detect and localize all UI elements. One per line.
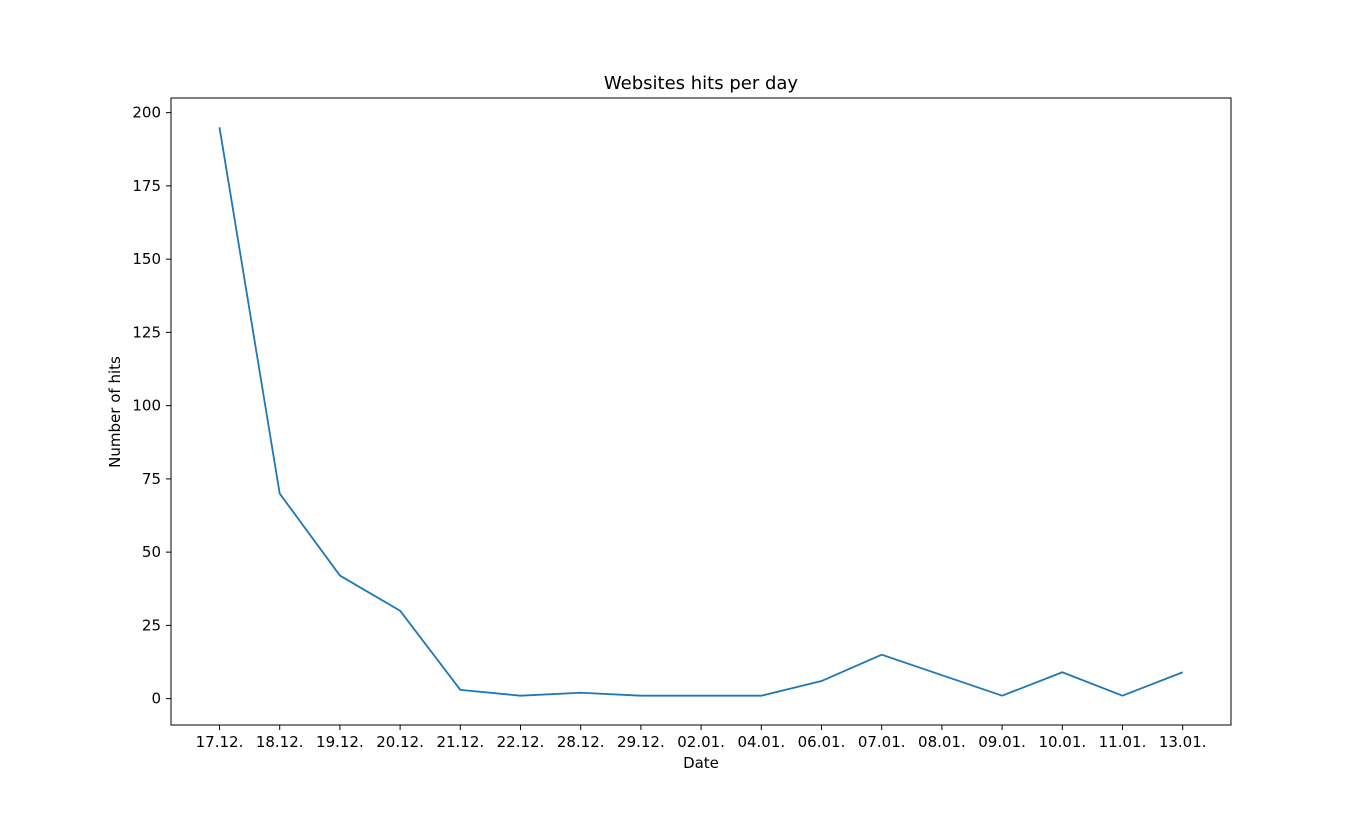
plot-area <box>218 127 1184 697</box>
y-tick-label: 150 <box>132 250 161 268</box>
x-tick-label: 18.12. <box>256 733 304 751</box>
x-tick-label: 09.01. <box>978 733 1026 751</box>
x-tick-label: 19.12. <box>316 733 364 751</box>
x-tick-label: 21.12. <box>436 733 484 751</box>
x-tick-label: 07.01. <box>858 733 906 751</box>
series-line <box>218 127 1184 697</box>
y-tick-label: 200 <box>132 104 161 122</box>
x-axis-label: Date <box>683 754 719 772</box>
y-axis-label: Number of hits <box>106 356 124 468</box>
y-tick-label: 175 <box>132 177 161 195</box>
x-tick-label: 06.01. <box>798 733 846 751</box>
y-tick-label: 0 <box>151 690 161 708</box>
y-tick-label: 100 <box>132 397 161 415</box>
x-tick-label: 20.12. <box>376 733 424 751</box>
x-tick-label: 22.12. <box>497 733 545 751</box>
x-tick-label: 11.01. <box>1099 733 1147 751</box>
x-axis: 17.12. 18.12. 19.12. 20.12. 21.12. 22.12. 28.1… <box>196 725 1207 751</box>
y-tick-label: 75 <box>142 470 161 488</box>
x-tick-label: 17.12. <box>196 733 244 751</box>
y-tick-label: 125 <box>132 323 161 341</box>
y-tick-label: 25 <box>142 616 161 634</box>
x-tick-label: 08.01. <box>918 733 966 751</box>
x-tick-label: 28.12. <box>557 733 605 751</box>
x-tick-label: 13.01. <box>1159 733 1207 751</box>
axes-frame <box>170 97 1232 726</box>
y-axis: 0 25 50 75 100 125 150 175 200 <box>132 104 171 708</box>
x-tick-label: 29.12. <box>617 733 665 751</box>
x-tick-label: 02.01. <box>677 733 725 751</box>
y-tick-label: 50 <box>142 543 161 561</box>
x-tick-label: 04.01. <box>737 733 785 751</box>
x-tick-label: 10.01. <box>1038 733 1086 751</box>
chart-title: Websites hits per day <box>604 73 798 94</box>
